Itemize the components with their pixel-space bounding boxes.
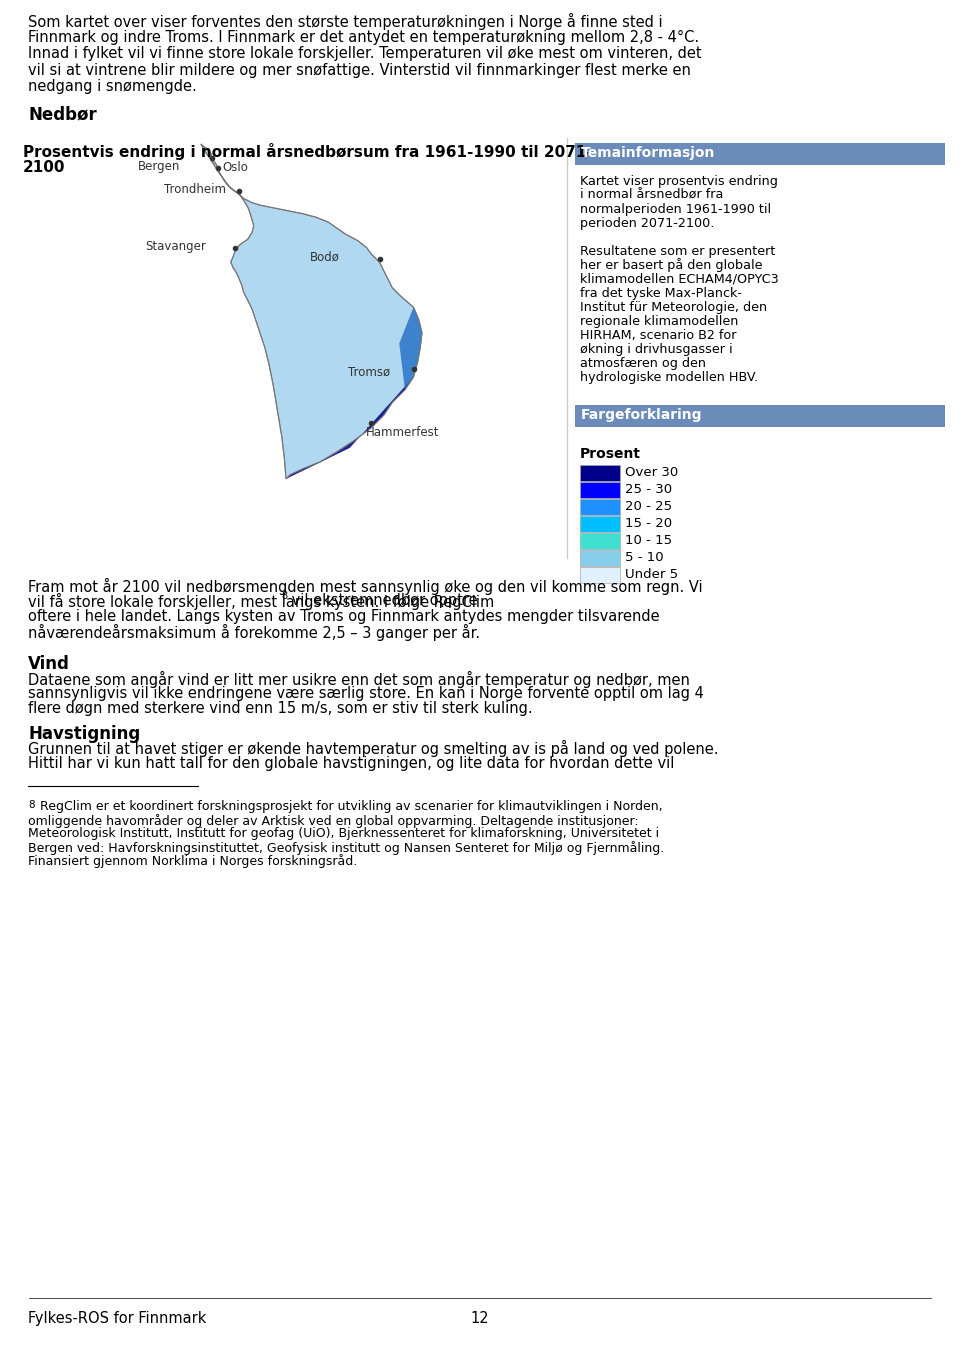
Text: Fram mot år 2100 vil nedbørsmengden mest sannsynlig øke og den vil komme som reg: Fram mot år 2100 vil nedbørsmengden mest… xyxy=(28,577,703,594)
Text: klimamodellen ECHAM4/OPYC3: klimamodellen ECHAM4/OPYC3 xyxy=(580,273,779,285)
Text: 5 - 10: 5 - 10 xyxy=(625,551,663,563)
Text: Havstigning: Havstigning xyxy=(28,724,140,743)
Text: 8: 8 xyxy=(281,590,287,601)
FancyBboxPatch shape xyxy=(580,481,620,497)
Text: Oslo: Oslo xyxy=(222,161,248,174)
Text: Bergen: Bergen xyxy=(138,159,180,173)
Polygon shape xyxy=(201,145,422,480)
Text: Trondheim: Trondheim xyxy=(164,182,227,196)
Text: Dataene som angår vind er litt mer usikre enn det som angår temperatur og nedbør: Dataene som angår vind er litt mer usikr… xyxy=(28,670,690,688)
Text: oftere i hele landet. Langs kysten av Troms og Finnmark antydes mengder tilsvare: oftere i hele landet. Langs kysten av Tr… xyxy=(28,608,660,624)
FancyBboxPatch shape xyxy=(580,566,620,582)
Text: perioden 2071-2100.: perioden 2071-2100. xyxy=(580,216,714,230)
Text: Prosent: Prosent xyxy=(580,446,641,461)
Text: Bergen ved: Havforskningsinstituttet, Geofysisk institutt og Nansen Senteret for: Bergen ved: Havforskningsinstituttet, Ge… xyxy=(28,840,664,855)
Text: 15 - 20: 15 - 20 xyxy=(625,517,672,530)
FancyBboxPatch shape xyxy=(580,499,620,515)
FancyBboxPatch shape xyxy=(580,516,620,531)
Text: 8: 8 xyxy=(28,800,35,811)
Text: Vind: Vind xyxy=(28,655,70,673)
Text: Under 5: Under 5 xyxy=(625,567,678,581)
Text: vil få store lokale forskjeller, mest langs kysten. I følge RegClim: vil få store lokale forskjeller, mest la… xyxy=(28,593,494,611)
Text: 20 - 25: 20 - 25 xyxy=(625,500,672,513)
Text: økning i drivhusgasser i: økning i drivhusgasser i xyxy=(580,343,732,355)
Text: Finnmark og indre Troms. I Finnmark er det antydet en temperaturøkning mellom 2,: Finnmark og indre Troms. I Finnmark er d… xyxy=(28,30,699,45)
Text: Hittil har vi kun hatt tall for den globale havstigningen, og lite data for hvor: Hittil har vi kun hatt tall for den glob… xyxy=(28,755,674,771)
Text: atmosfæren og den: atmosfæren og den xyxy=(580,357,706,370)
FancyBboxPatch shape xyxy=(580,465,620,481)
Text: 10 - 15: 10 - 15 xyxy=(625,534,672,547)
FancyBboxPatch shape xyxy=(575,142,945,165)
Text: normalperioden 1961-1990 til: normalperioden 1961-1990 til xyxy=(580,203,771,216)
Text: Fargeforklaring: Fargeforklaring xyxy=(581,408,703,423)
Text: regionale klimamodellen: regionale klimamodellen xyxy=(580,315,738,327)
Text: Institut für Meteorologie, den: Institut für Meteorologie, den xyxy=(580,300,767,313)
Text: Grunnen til at havet stiger er økende havtemperatur og smelting av is på land og: Grunnen til at havet stiger er økende ha… xyxy=(28,740,718,758)
Text: RegClim er et koordinert forskningsprosjekt for utvikling av scenarier for klima: RegClim er et koordinert forskningsprosj… xyxy=(36,800,662,813)
Text: flere døgn med sterkere vind enn 15 m/s, som er stiv til sterk kuling.: flere døgn med sterkere vind enn 15 m/s,… xyxy=(28,701,533,716)
Text: Hammerfest: Hammerfest xyxy=(366,427,440,439)
Text: omliggende havområder og deler av Arktisk ved en global oppvarming. Deltagende i: omliggende havområder og deler av Arktis… xyxy=(28,813,638,828)
Text: Bodø: Bodø xyxy=(309,251,340,263)
Text: vil ekstremnedbør opptre: vil ekstremnedbør opptre xyxy=(287,593,478,608)
Text: Stavanger: Stavanger xyxy=(145,239,205,253)
Text: i normal årsnedbør fra: i normal årsnedbør fra xyxy=(580,189,724,201)
Text: Over 30: Over 30 xyxy=(625,466,679,480)
FancyBboxPatch shape xyxy=(580,550,620,566)
Text: Kartet viser prosentvis endring: Kartet viser prosentvis endring xyxy=(580,174,778,188)
Text: Nedbør: Nedbør xyxy=(28,105,97,123)
Text: Som kartet over viser forventes den største temperaturøkningen i Norge å finne s: Som kartet over viser forventes den stør… xyxy=(28,14,662,30)
Text: Innad i fylket vil vi finne store lokale forskjeller. Temperaturen vil øke mest : Innad i fylket vil vi finne store lokale… xyxy=(28,46,702,61)
Text: Resultatene som er presentert: Resultatene som er presentert xyxy=(580,245,776,258)
Text: fra det tyske Max-Planck-: fra det tyske Max-Planck- xyxy=(580,286,742,300)
FancyBboxPatch shape xyxy=(580,532,620,549)
Polygon shape xyxy=(286,377,414,480)
Text: Temainformasjon: Temainformasjon xyxy=(581,146,715,161)
Polygon shape xyxy=(399,307,422,389)
Text: hydrologiske modellen HBV.: hydrologiske modellen HBV. xyxy=(580,370,758,384)
FancyBboxPatch shape xyxy=(575,404,945,427)
Text: Prosentvis endring i normal årsnedbørsum fra 1961-1990 til 2071-: Prosentvis endring i normal årsnedbørsum… xyxy=(23,142,592,159)
Text: her er basert på den globale: her er basert på den globale xyxy=(580,258,762,273)
Text: Fylkes-ROS for Finnmark: Fylkes-ROS for Finnmark xyxy=(28,1310,206,1325)
Text: 2100: 2100 xyxy=(23,161,65,176)
Text: vil si at vintrene blir mildere og mer snøfattige. Vinterstid vil finnmarkinger : vil si at vintrene blir mildere og mer s… xyxy=(28,62,691,77)
Text: Tromsø: Tromsø xyxy=(348,366,391,378)
Text: 25 - 30: 25 - 30 xyxy=(625,484,672,496)
Text: nedgang i snømengde.: nedgang i snømengde. xyxy=(28,78,197,95)
Text: Meteorologisk Institutt, Institutt for geofag (UiO), Bjerknessenteret for klimaf: Meteorologisk Institutt, Institutt for g… xyxy=(28,827,660,840)
Text: sannsynligvis vil ikke endringene være særlig store. En kan i Norge forvente opp: sannsynligvis vil ikke endringene være s… xyxy=(28,686,704,701)
Text: HIRHAM, scenario B2 for: HIRHAM, scenario B2 for xyxy=(580,328,736,342)
Text: Finansiert gjennom Norklima i Norges forskningsråd.: Finansiert gjennom Norklima i Norges for… xyxy=(28,854,357,869)
Text: nåværendeårsmaksimum å forekomme 2,5 – 3 ganger per år.: nåværendeårsmaksimum å forekomme 2,5 – 3… xyxy=(28,624,480,640)
Text: 12: 12 xyxy=(470,1310,490,1325)
